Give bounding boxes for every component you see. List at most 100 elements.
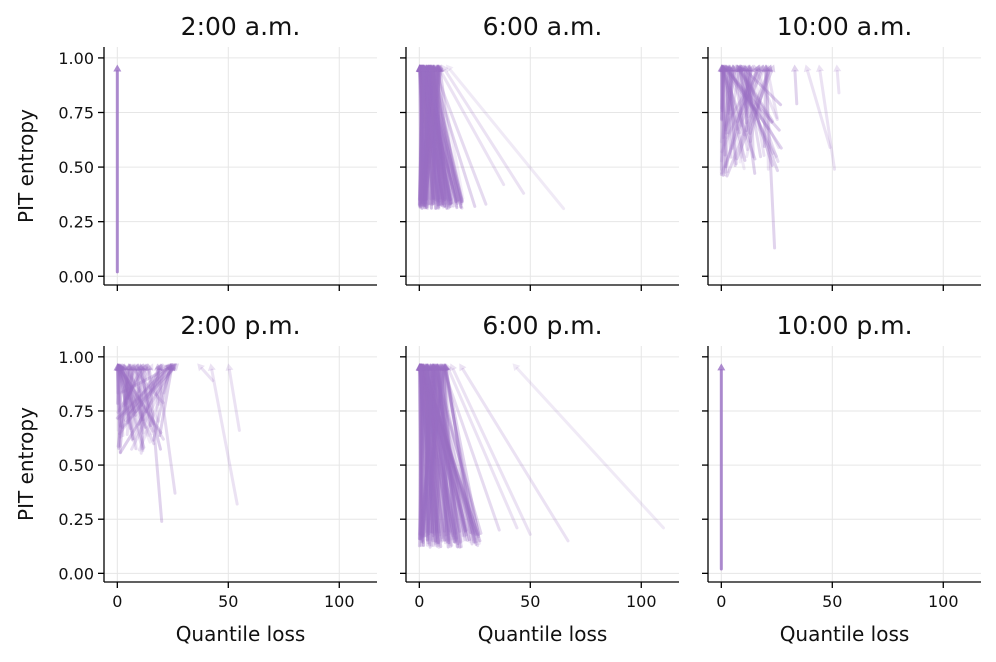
arrow	[120, 368, 145, 453]
arrow	[430, 69, 464, 202]
arrow-head	[128, 363, 137, 371]
arrow-head	[422, 64, 431, 72]
arrow	[422, 69, 446, 208]
arrow	[418, 69, 427, 208]
arrow-head	[420, 64, 429, 72]
arrow-head	[427, 363, 436, 371]
arrow-head	[417, 363, 426, 371]
panel-title: 10:00 a.m.	[777, 12, 913, 41]
arrow-head	[415, 64, 424, 72]
arrow	[419, 69, 460, 202]
arrow	[430, 368, 460, 549]
arrow-head	[717, 64, 726, 72]
arrow-head	[735, 64, 743, 73]
arrow	[122, 366, 166, 409]
arrow	[725, 69, 771, 178]
arrow	[432, 69, 437, 202]
arrow-head	[117, 363, 126, 372]
arrow	[162, 368, 171, 395]
arrow-cluster	[717, 64, 783, 178]
arrow	[419, 69, 444, 208]
arrow	[429, 69, 436, 201]
arrow	[421, 368, 432, 537]
arrow-head	[427, 363, 436, 371]
arrow	[423, 69, 429, 204]
y-tick-label: 0.25	[58, 213, 94, 232]
arrow	[429, 69, 464, 204]
arrow-head	[428, 64, 437, 72]
arrow	[436, 368, 462, 549]
arrow-head	[126, 363, 135, 372]
arrow-head	[439, 363, 448, 371]
arrow-head	[417, 64, 426, 73]
arrow	[438, 368, 465, 537]
arrow-head	[416, 363, 424, 371]
arrow	[144, 368, 162, 414]
x-axis-label: Quantile loss	[780, 622, 910, 646]
arrow	[721, 69, 742, 135]
arrow	[427, 368, 455, 536]
arrow	[419, 69, 450, 208]
arrow	[122, 367, 147, 405]
arrow	[436, 368, 449, 543]
arrow-head	[416, 363, 425, 371]
arrow	[136, 368, 145, 451]
arrow	[432, 69, 447, 200]
arrow-head	[419, 64, 428, 72]
arrow-head	[440, 363, 449, 371]
y-tick-label: 0.00	[58, 564, 94, 583]
arrow	[424, 368, 458, 543]
arrow-head	[459, 363, 467, 372]
arrow	[418, 69, 430, 207]
arrow-head	[426, 64, 435, 72]
arrow-head	[418, 363, 427, 371]
arrow-head	[142, 363, 150, 372]
arrow-head	[417, 64, 426, 72]
arrow	[753, 69, 762, 120]
arrow-head	[415, 363, 424, 371]
arrow	[118, 368, 152, 444]
arrow-head	[419, 363, 427, 372]
arrow-head	[417, 64, 426, 72]
arrow-head	[746, 64, 755, 72]
arrow	[419, 368, 435, 534]
arrow-head	[417, 363, 426, 371]
arrow-head	[416, 64, 425, 73]
arrow-head	[719, 64, 728, 72]
arrow	[736, 69, 744, 128]
arrow	[419, 368, 435, 547]
arrow-head	[419, 64, 428, 73]
arrow-head	[436, 363, 445, 371]
arrow-head	[724, 64, 732, 73]
arrow	[728, 69, 735, 112]
arrow-head	[763, 64, 772, 73]
arrow	[424, 368, 474, 536]
arrow	[421, 368, 446, 540]
arrow-head	[728, 64, 737, 72]
arrow-head	[733, 64, 742, 72]
arrow-head	[162, 363, 170, 372]
arrow-head	[426, 64, 435, 72]
arrow-head	[116, 363, 125, 372]
arrow-head	[225, 363, 234, 371]
arrow	[420, 368, 436, 535]
arrow	[720, 69, 726, 113]
arrow	[738, 69, 750, 119]
arrow	[421, 368, 438, 543]
arrow-head	[128, 363, 137, 371]
panel-title: 10:00 p.m.	[776, 311, 912, 340]
arrow	[430, 69, 447, 202]
arrow	[119, 367, 155, 426]
arrow-head	[422, 64, 431, 72]
arrow	[421, 368, 433, 542]
arrow	[418, 69, 433, 206]
arrow	[119, 368, 130, 425]
arrow-head	[426, 363, 435, 371]
arrow-head	[416, 363, 425, 371]
arrow-head	[417, 363, 426, 372]
arrow	[743, 69, 748, 125]
arrow	[432, 368, 467, 534]
arrow-head	[432, 363, 441, 371]
arrow	[117, 366, 169, 421]
arrow	[724, 68, 781, 132]
